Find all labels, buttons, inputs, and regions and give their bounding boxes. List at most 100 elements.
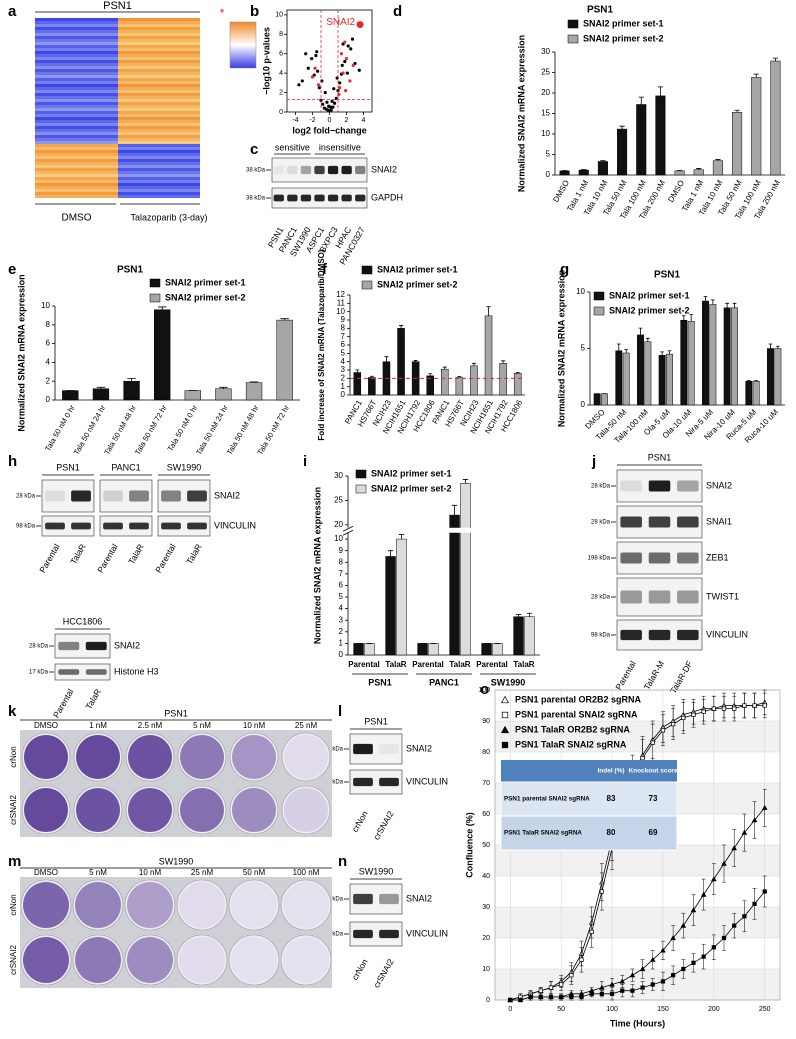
heatmap-row <box>35 90 118 93</box>
heatmap-row <box>118 183 200 186</box>
marker <box>579 957 584 962</box>
bar <box>636 104 647 176</box>
y-tick-label: 0 <box>46 395 51 404</box>
legend-swatch <box>567 34 579 44</box>
heatmap-row <box>118 150 200 153</box>
blot-title: PSN1 <box>56 462 80 472</box>
blot-band <box>58 641 80 651</box>
error-bar <box>638 96 644 105</box>
heatmap-row <box>118 57 200 60</box>
heatmap-row <box>35 63 118 66</box>
colony-stain <box>127 882 173 928</box>
colony-stain <box>76 788 120 832</box>
marker <box>731 845 737 851</box>
error-bar <box>711 299 715 305</box>
heatmap-column: DMSO <box>62 213 92 224</box>
heatmap-row <box>118 177 200 180</box>
plate-title: SW1990 <box>159 856 194 866</box>
legend-label: SNAI2 primer set-2 <box>609 305 690 315</box>
table-cell: 73 <box>649 794 658 803</box>
y-tick-label: 40 <box>482 873 490 880</box>
bar <box>658 355 666 406</box>
group-label: PSN1 <box>368 677 392 687</box>
table-cell: 83 <box>607 794 616 803</box>
blot-band <box>677 629 699 641</box>
marker <box>700 891 707 897</box>
heatmap-row <box>35 159 118 162</box>
blot-band <box>71 522 91 530</box>
x-tick-label: Parental <box>412 660 444 669</box>
error-bar <box>715 159 721 161</box>
point <box>333 101 337 105</box>
y-tick-label: 6 <box>341 340 346 349</box>
heatmap-row <box>118 24 200 27</box>
bar <box>470 365 478 396</box>
marker <box>640 756 645 761</box>
error-bar <box>355 369 360 373</box>
blot-band <box>648 590 671 604</box>
blot-band <box>314 165 325 175</box>
heatmap-row <box>35 33 118 36</box>
heatmap-row <box>35 111 118 114</box>
plate <box>280 879 332 931</box>
error-bar <box>384 356 389 362</box>
y-tick-label: 9 <box>339 546 344 555</box>
error-bar <box>526 612 533 617</box>
blot-band <box>353 777 373 787</box>
table-cell: 80 <box>607 828 616 837</box>
heatmap-row <box>35 195 118 198</box>
bar <box>92 388 110 401</box>
heatmap-row <box>35 42 118 45</box>
point <box>304 52 308 56</box>
plate <box>281 785 331 835</box>
blot-band <box>677 480 699 492</box>
kda-label: 98 kDa <box>16 524 36 530</box>
x-tick-label: -4 <box>292 117 298 124</box>
plate <box>280 934 332 986</box>
heatmap-row <box>118 105 200 108</box>
marker <box>670 935 676 941</box>
marker <box>650 982 655 987</box>
blot-band <box>620 552 642 564</box>
heatmap-row <box>35 192 118 195</box>
blot-group: sensitive <box>275 142 310 152</box>
marker <box>528 994 533 1000</box>
blot-band <box>648 552 671 564</box>
y-tick-label: 0 <box>341 390 346 399</box>
blot-frame <box>41 515 95 537</box>
axis-break-mark <box>342 525 354 532</box>
heatmap-row <box>118 87 200 90</box>
point <box>310 56 314 61</box>
bar <box>455 377 464 396</box>
y-tick-label: 2 <box>339 627 344 636</box>
marker <box>569 994 574 1000</box>
heatmap-row <box>35 186 118 189</box>
colony-stain <box>75 882 121 928</box>
panel-letter: j <box>591 453 596 470</box>
marker <box>742 703 747 708</box>
y-tick-label: 8 <box>46 320 51 329</box>
point <box>349 47 353 51</box>
legend-label: PSN1 parental OR2B2 sgRNA <box>515 694 642 704</box>
bar <box>617 128 628 176</box>
kda-label: 28 kDa <box>591 520 611 526</box>
y-tick-label: 8 <box>339 557 344 566</box>
bar <box>215 388 232 401</box>
y-axis-label: Fold increase of SNAI2 mRNA (Talazoparib… <box>317 249 326 440</box>
panel-letter: h <box>8 453 17 470</box>
y-tick-label: 4 <box>339 604 344 613</box>
marker <box>640 985 645 990</box>
y-tick-label: 0 <box>546 170 551 179</box>
y-tick-label: 2 <box>341 373 346 382</box>
heatmap-row <box>118 156 200 159</box>
error-bar <box>657 86 664 96</box>
point <box>306 66 310 70</box>
colony-stain <box>284 788 328 832</box>
colony-stain <box>127 937 173 983</box>
heatmap-row <box>35 36 118 39</box>
point <box>323 90 327 95</box>
blot-band <box>161 522 181 530</box>
heatmap-row <box>35 144 118 147</box>
point <box>313 66 317 70</box>
colony-stain <box>231 882 277 928</box>
